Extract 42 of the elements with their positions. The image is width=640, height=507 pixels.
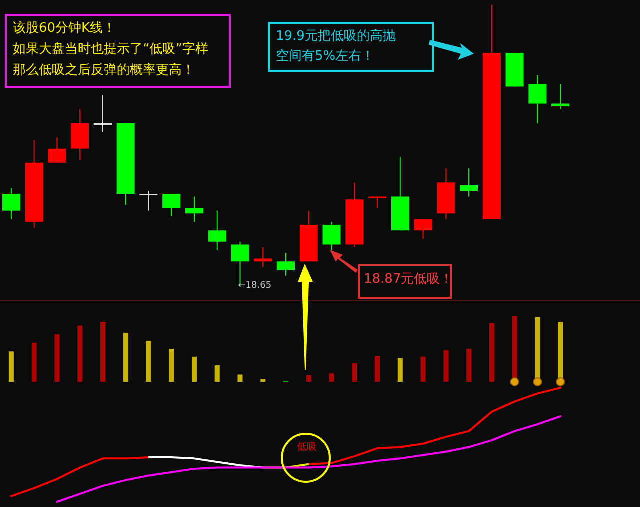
bar bbox=[100, 322, 106, 382]
bar bbox=[329, 373, 334, 382]
candlestick bbox=[414, 218, 432, 240]
bar bbox=[192, 356, 197, 382]
bar bbox=[444, 350, 449, 382]
annotation: 该股60分钟K线！ bbox=[13, 20, 116, 38]
candlestick bbox=[140, 190, 158, 212]
annotation: 低吸 bbox=[297, 442, 317, 454]
candlestick bbox=[208, 210, 226, 251]
candlestick bbox=[185, 196, 204, 223]
annotation: 如果大盘当时也提示了“低吸”字样 bbox=[13, 41, 208, 59]
candlestick bbox=[460, 168, 478, 198]
bar bbox=[489, 323, 494, 382]
annotation: 19.9元把低吸的高抛 bbox=[276, 28, 396, 46]
candlestick bbox=[94, 94, 112, 132]
bar bbox=[306, 375, 312, 382]
bar bbox=[214, 366, 220, 382]
bar bbox=[169, 349, 174, 382]
candlestick bbox=[322, 222, 341, 251]
bar bbox=[398, 358, 403, 382]
bar bbox=[78, 326, 83, 382]
bar bbox=[260, 379, 266, 382]
candlestick bbox=[552, 83, 570, 110]
annotation: 18.87元低吸！ bbox=[364, 271, 454, 289]
candlestick bbox=[162, 193, 181, 217]
candlestick bbox=[48, 137, 66, 164]
bar bbox=[146, 341, 152, 382]
bar bbox=[8, 352, 14, 382]
annotation: 空间有5%左右！ bbox=[276, 48, 375, 66]
candlestick bbox=[277, 252, 295, 276]
candlestick bbox=[2, 188, 20, 220]
bar bbox=[123, 333, 128, 382]
bar bbox=[238, 374, 243, 382]
annotation: 那么低吸之后反弹的概率更高！ bbox=[13, 62, 195, 80]
bar bbox=[420, 356, 426, 382]
candlestick bbox=[528, 75, 547, 124]
bar bbox=[352, 364, 358, 382]
bar bbox=[32, 343, 37, 382]
bar bbox=[54, 334, 60, 382]
bar bbox=[375, 356, 380, 382]
annotation: ←18.65 bbox=[238, 280, 272, 292]
bar bbox=[466, 349, 472, 382]
